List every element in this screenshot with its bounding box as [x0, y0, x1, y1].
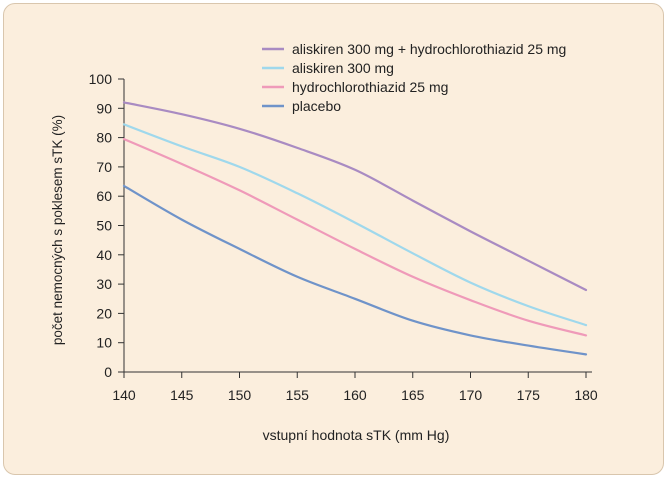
y-tick-label: 80 [96, 130, 112, 146]
series-line-0 [122, 101, 588, 292]
x-tick-label: 140 [112, 387, 136, 403]
series-layer [122, 101, 588, 356]
legend: aliskiren 300 mg + hydrochlorothiazid 25… [262, 41, 566, 114]
legend-label: hydrochlorothiazid 25 mg [292, 79, 448, 95]
y-tick-label: 10 [96, 335, 112, 351]
x-tick-label: 160 [343, 387, 367, 403]
legend-label: aliskiren 300 mg + hydrochlorothiazid 25… [292, 41, 566, 57]
x-tick-label: 165 [401, 387, 425, 403]
series-line-1 [122, 123, 588, 327]
series-line-3 [122, 184, 588, 356]
series-line-2 [122, 138, 588, 337]
y-tick-label: 40 [96, 247, 112, 263]
x-tick-label: 145 [170, 387, 194, 403]
y-axis-label: počet nemocných s poklesem sTK (%) [50, 115, 65, 345]
x-axis-label: vstupní hodnota sTK (mm Hg) [263, 427, 450, 443]
y-tick-label: 90 [96, 100, 112, 116]
y-tick-label: 50 [96, 218, 112, 234]
x-tick-label: 170 [459, 387, 483, 403]
legend-label: placebo [292, 98, 341, 114]
x-tick-label: 150 [228, 387, 252, 403]
y-tick-label: 70 [96, 159, 112, 175]
x-tick-label: 155 [286, 387, 310, 403]
y-tick-label: 0 [104, 364, 112, 380]
y-tick-label: 60 [96, 188, 112, 204]
legend-label: aliskiren 300 mg [292, 60, 394, 76]
ticks: 0 10 20 30 40 50 60 70 80 90 100 140 145 150 155 160 165… [89, 71, 598, 403]
y-tick-label: 20 [96, 305, 112, 321]
x-tick-label: 180 [574, 387, 598, 403]
y-tick-label: 30 [96, 276, 112, 292]
x-tick-label: 175 [517, 387, 541, 403]
y-tick-label: 100 [89, 71, 113, 87]
